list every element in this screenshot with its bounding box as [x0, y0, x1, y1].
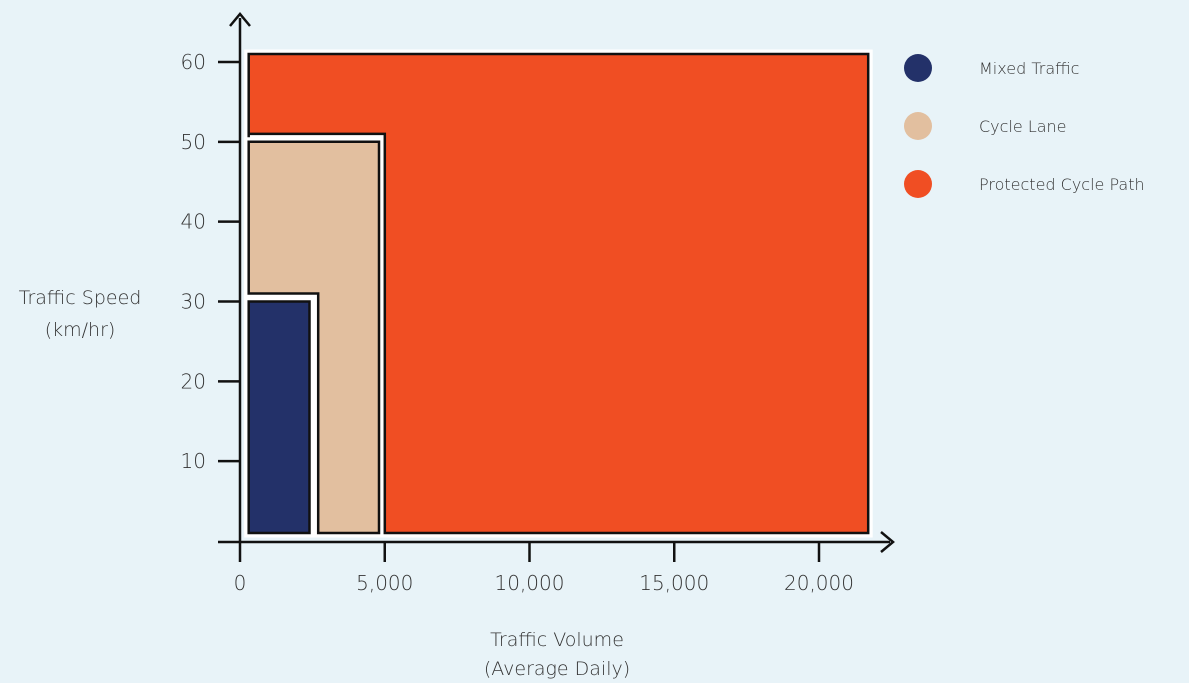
region-mixed-traffic — [247, 300, 311, 535]
region-cycle-lane — [247, 140, 381, 535]
x-tick-label: 5,000 — [356, 571, 413, 595]
y-axis-title: Traffic Speed — [19, 287, 142, 309]
y-tick-label: 10 — [181, 449, 206, 473]
x-ticks: 0 5,000 10,000 15,000 20,000 — [234, 542, 854, 595]
x-tick-label: 10,000 — [495, 571, 565, 595]
region-protected-cycle-path — [247, 52, 870, 535]
x-tick-label: 20,000 — [784, 571, 854, 595]
y-tick-label: 30 — [181, 290, 206, 314]
y-tick-label: 20 — [181, 369, 206, 393]
regions-layer — [244, 49, 873, 538]
y-axis-subtitle: (km/hr) — [45, 319, 116, 341]
legend-label-protected-cycle-path: Protected Cycle Path — [979, 175, 1145, 194]
x-axis-title: Traffic Volume — [490, 629, 624, 651]
x-axis-subtitle: (Average Daily) — [484, 658, 630, 680]
x-axis-arrow — [880, 531, 895, 553]
legend-swatch-mixed-traffic — [904, 54, 932, 82]
legend-label-cycle-lane: Cycle Lane — [979, 117, 1067, 136]
y-axis-arrow — [229, 12, 251, 27]
y-ticks: 10 20 30 40 50 60 — [181, 50, 240, 473]
x-tick-label: 0 — [234, 571, 247, 595]
legend-label-mixed-traffic: Mixed Traffic — [979, 59, 1079, 78]
legend-swatch-protected-cycle-path — [904, 170, 932, 198]
axes — [218, 12, 895, 553]
y-tick-label: 50 — [181, 130, 206, 154]
legend-swatch-cycle-lane — [904, 112, 932, 140]
legend: Mixed Traffic Cycle Lane Protected Cycle P… — [904, 54, 1145, 198]
y-tick-label: 40 — [181, 210, 206, 234]
x-tick-label: 15,000 — [639, 571, 709, 595]
y-tick-label: 60 — [181, 50, 206, 74]
